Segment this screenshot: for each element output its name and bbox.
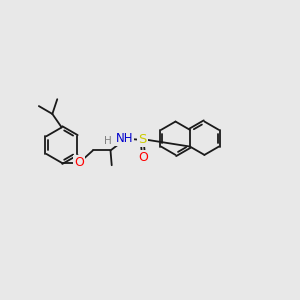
Text: H: H xyxy=(104,136,112,146)
Text: O: O xyxy=(138,151,148,164)
Text: NH: NH xyxy=(116,132,134,145)
Text: O: O xyxy=(74,156,84,169)
Text: S: S xyxy=(138,133,147,146)
